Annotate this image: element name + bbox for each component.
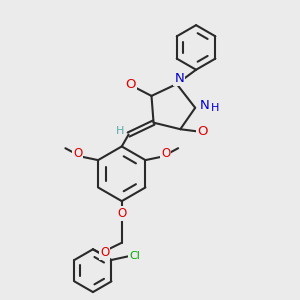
Text: O: O	[125, 77, 136, 91]
Text: O: O	[161, 147, 170, 160]
Text: Cl: Cl	[129, 251, 140, 261]
Text: N: N	[200, 99, 210, 112]
Text: O: O	[100, 246, 110, 259]
Text: H: H	[116, 126, 124, 136]
Text: O: O	[73, 147, 83, 160]
Text: N: N	[174, 72, 184, 85]
Text: O: O	[117, 207, 126, 220]
Text: O: O	[197, 125, 208, 138]
Text: H: H	[211, 103, 220, 113]
